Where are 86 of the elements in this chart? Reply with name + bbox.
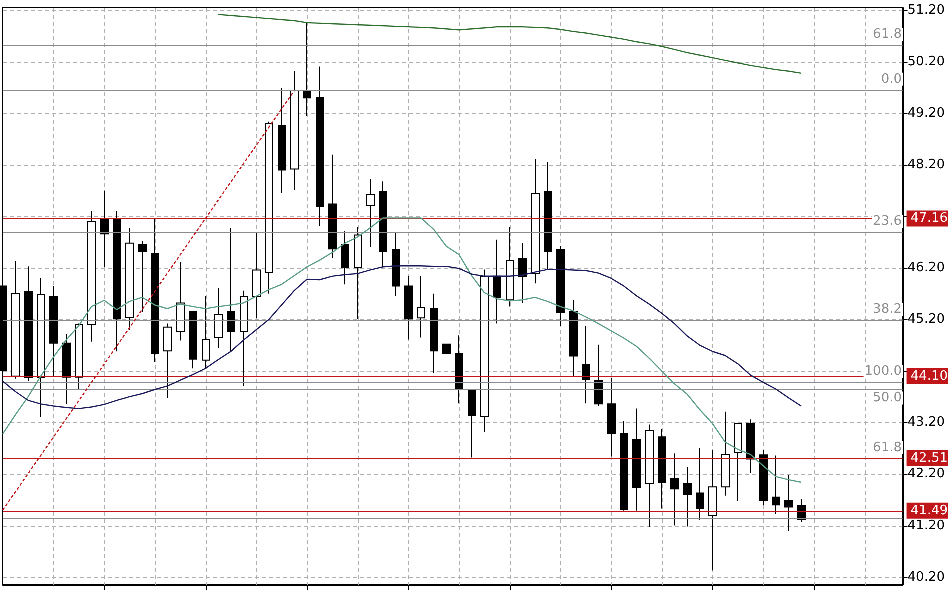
candlestick: [176, 261, 185, 342]
candlestick: [569, 300, 578, 377]
y-tick-label: 43.20: [908, 415, 945, 430]
annotation: 50.0: [873, 390, 902, 406]
candlestick: [113, 210, 121, 352]
y-tick-label: 42.20: [908, 466, 945, 482]
candlestick: [696, 448, 704, 521]
candlestick: [37, 277, 45, 418]
line-series: [2, 266, 802, 410]
y-tick-label: 45.20: [908, 312, 945, 328]
ref-line-label: 41.49: [910, 503, 948, 518]
annotation: 38.2: [873, 302, 902, 318]
candlestick: [544, 162, 552, 270]
y-tick-label: 46.20: [908, 260, 945, 276]
candlestick: [227, 227, 235, 352]
candlestick: [100, 190, 109, 268]
candlestick: [75, 323, 83, 390]
candlestick: [11, 260, 20, 380]
y-tick-label: 50.20: [908, 54, 945, 70]
candlestick: [328, 154, 337, 259]
candlestick: [404, 276, 413, 340]
candlestick: [290, 70, 299, 191]
ref-line-label: 47.16: [910, 211, 948, 226]
candlestick: [442, 344, 451, 354]
candlestick: [417, 276, 425, 338]
candlestick: [734, 423, 742, 502]
y-tick-label: 51.20: [908, 3, 945, 18]
candlestick: [379, 181, 387, 268]
annotation: 61.8: [873, 440, 902, 456]
candlestick: [265, 121, 273, 294]
candlestick: [354, 226, 362, 320]
annotation: 100.0: [864, 364, 902, 380]
candlestick: [759, 450, 768, 506]
candlestick: [607, 377, 616, 458]
candlestick: [151, 218, 159, 363]
line-series: [2, 218, 802, 484]
candlestick: [645, 424, 654, 528]
annotation: 61.8: [873, 27, 902, 42]
annotation: 23.6: [873, 214, 902, 230]
candlestick: [670, 453, 679, 526]
candlestick: [62, 334, 71, 405]
y-tick-label: 48.20: [908, 158, 945, 173]
candlestick: [278, 88, 286, 194]
candlestick: [24, 266, 33, 382]
candlestick: [455, 335, 463, 404]
candlestick: [531, 158, 540, 284]
candlestick: [708, 450, 717, 572]
candlestick: [493, 239, 501, 324]
candlestick: [49, 286, 58, 377]
candlestick: [138, 240, 147, 313]
candlestick: [620, 420, 628, 512]
candlestick: [480, 269, 489, 432]
ref-line-label: 42.51: [910, 450, 948, 466]
y-tick-label: 40.20: [908, 570, 945, 585]
candlestick: [341, 230, 349, 286]
candlestick: [683, 467, 692, 528]
candlestick: [366, 178, 375, 248]
candlestick: [721, 411, 730, 496]
candlestick: [632, 408, 641, 512]
candlestick: [594, 344, 603, 407]
ref-line-label: 44.10: [910, 368, 948, 384]
annotation: 0.0: [881, 72, 902, 87]
candlestick: [240, 290, 248, 387]
candlestick: [189, 310, 197, 370]
candlestick: [252, 232, 261, 319]
candlestick: [125, 228, 134, 331]
candlestick: [658, 428, 666, 510]
candlestick: [556, 246, 565, 327]
candlestick: [772, 455, 780, 515]
candlestick: [746, 419, 755, 474]
y-tick-label: 41.20: [908, 518, 945, 534]
candlestick: [468, 389, 476, 458]
candlestick: [316, 66, 324, 227]
candlestick: [582, 326, 590, 404]
candlestick: [518, 242, 527, 304]
candlestick: [202, 295, 210, 370]
candlestick: [87, 210, 96, 342]
candlestick: [506, 226, 514, 308]
candlestick: [163, 323, 172, 400]
line-series: [218, 14, 802, 74]
candlestick: [784, 474, 793, 532]
candlestick: [430, 293, 438, 374]
candlestick: [303, 22, 311, 117]
candlestick: [392, 232, 400, 296]
y-tick-label: 49.20: [908, 106, 945, 122]
candlestick: [214, 288, 223, 349]
